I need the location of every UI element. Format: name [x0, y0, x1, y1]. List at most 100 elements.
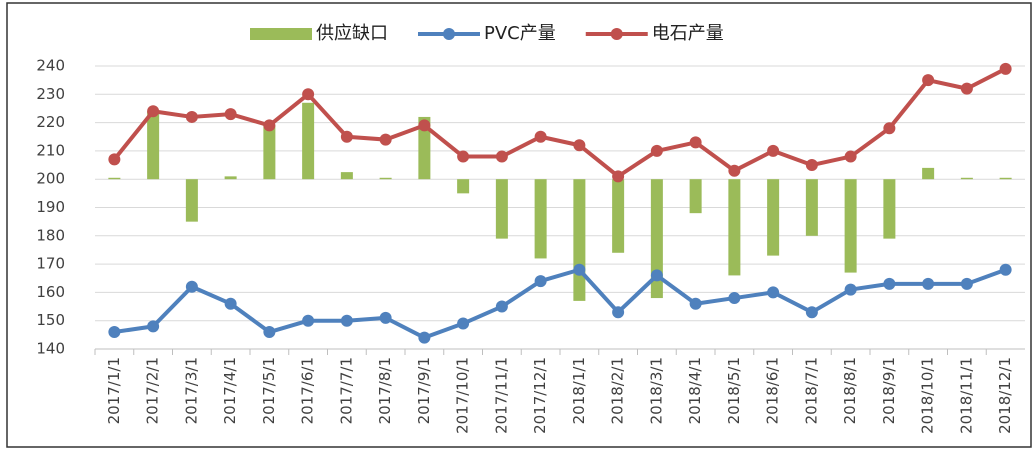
x-tick-label: 2018/9/1	[880, 357, 898, 424]
marker	[224, 297, 237, 310]
x-tick-label: 2017/10/1	[454, 357, 472, 434]
marker	[534, 130, 547, 143]
marker	[999, 263, 1012, 276]
marker	[689, 297, 702, 310]
marker	[379, 311, 392, 324]
marker	[263, 119, 276, 132]
y-tick-label: 220	[36, 113, 65, 131]
y-tick-label: 190	[36, 198, 65, 216]
marker	[534, 275, 547, 288]
marker	[573, 263, 586, 276]
bar	[650, 179, 663, 299]
x-tick-label: 2018/11/1	[957, 357, 975, 434]
bar	[340, 172, 353, 180]
marker	[418, 331, 431, 344]
marker	[767, 286, 780, 299]
y-tick-label: 210	[36, 141, 65, 159]
y-tick-label: 160	[36, 283, 65, 301]
marker	[108, 326, 121, 339]
marker	[185, 280, 198, 293]
bar	[689, 179, 702, 214]
bar	[573, 179, 586, 301]
x-tick-label: 2018/1/1	[570, 357, 588, 424]
marker	[650, 269, 663, 282]
legend-swatch	[443, 28, 455, 40]
marker	[844, 283, 857, 296]
marker	[418, 119, 431, 132]
marker	[960, 277, 973, 290]
y-tick-label: 150	[36, 311, 65, 329]
marker	[108, 153, 121, 166]
marker	[147, 320, 160, 333]
marker	[612, 306, 625, 319]
marker	[224, 108, 237, 121]
bar	[108, 177, 121, 180]
marker	[147, 105, 160, 118]
x-tick-label: 2017/9/1	[415, 357, 433, 424]
marker	[340, 130, 353, 143]
bar	[612, 179, 625, 253]
x-tick-label: 2018/12/1	[996, 357, 1014, 434]
marker	[457, 317, 470, 330]
x-tick-label: 2018/8/1	[841, 357, 859, 424]
bar	[922, 167, 935, 180]
x-tick-label: 2017/8/1	[376, 357, 394, 424]
bar	[185, 179, 198, 222]
bar	[457, 179, 470, 194]
bar	[147, 111, 160, 180]
legend-label: 电石产量	[652, 23, 724, 44]
y-tick-label: 230	[36, 85, 65, 103]
marker	[650, 144, 663, 157]
marker	[805, 159, 818, 172]
marker	[457, 150, 470, 163]
marker	[922, 277, 935, 290]
bar	[767, 179, 780, 256]
bar	[805, 179, 818, 236]
legend-swatch	[250, 28, 312, 40]
x-tick-label: 2017/1/1	[105, 357, 123, 424]
marker	[844, 150, 857, 163]
bar	[999, 177, 1012, 180]
legend-label: PVC产量	[484, 23, 556, 44]
bar	[379, 177, 392, 180]
bar	[960, 177, 973, 180]
marker	[379, 133, 392, 146]
bar	[263, 125, 276, 180]
marker	[883, 277, 896, 290]
bar	[495, 179, 508, 239]
marker	[340, 314, 353, 327]
marker	[302, 88, 315, 101]
x-tick-label: 2017/5/1	[260, 357, 278, 424]
x-tick-label: 2018/2/1	[609, 357, 627, 424]
x-tick-label: 2018/4/1	[686, 357, 704, 424]
x-tick-label: 2018/6/1	[764, 357, 782, 424]
marker	[302, 314, 315, 327]
x-tick-label: 2017/2/1	[144, 357, 162, 424]
y-tick-label: 180	[36, 226, 65, 244]
marker	[960, 82, 973, 95]
y-tick-label: 170	[36, 255, 65, 273]
line	[114, 267, 1007, 340]
bar	[844, 179, 857, 273]
x-tick-label: 2017/11/1	[492, 357, 510, 434]
marker	[185, 110, 198, 123]
marker	[805, 306, 818, 319]
x-tick-label: 2018/5/1	[725, 357, 743, 424]
x-tick-label: 2017/12/1	[531, 357, 549, 434]
y-tick-label: 140	[36, 340, 65, 358]
marker	[495, 300, 508, 313]
line	[112, 67, 1007, 179]
bar	[302, 102, 315, 180]
marker	[495, 150, 508, 163]
x-tick-label: 2018/10/1	[919, 357, 937, 434]
marker	[573, 139, 586, 152]
x-tick-label: 2018/7/1	[802, 357, 820, 424]
y-tick-label: 200	[36, 170, 65, 188]
bar	[534, 179, 547, 259]
marker	[263, 326, 276, 339]
marker	[922, 74, 935, 87]
marker	[612, 170, 625, 183]
x-tick-label: 2017/4/1	[221, 357, 239, 424]
bar	[224, 176, 237, 180]
